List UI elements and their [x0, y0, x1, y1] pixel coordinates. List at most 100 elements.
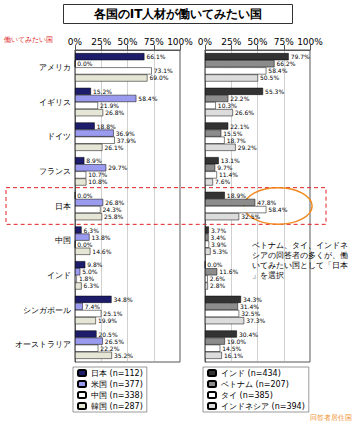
svg-text:9.8%: 9.8%	[87, 261, 103, 268]
svg-text:73.1%: 73.1%	[154, 67, 173, 74]
svg-text:3.7%: 3.7%	[211, 227, 227, 234]
svg-text:100%: 100%	[167, 37, 193, 47]
svg-text:0.0%: 0.0%	[77, 192, 93, 199]
svg-text:11.6%: 11.6%	[219, 268, 238, 275]
svg-text:15.2%: 15.2%	[93, 88, 112, 95]
svg-text:24.3%: 24.3%	[103, 206, 122, 213]
svg-text:2.6%: 2.6%	[210, 275, 226, 282]
svg-text:26.5%: 26.5%	[105, 338, 124, 345]
svg-text:アメリカ: アメリカ	[39, 63, 71, 72]
svg-text:32.5%: 32.5%	[241, 213, 260, 220]
svg-text:米国 (n=377): 米国 (n=377)	[91, 380, 143, 389]
svg-text:13.8%: 13.8%	[91, 234, 110, 241]
svg-text:9.7%: 9.7%	[217, 164, 233, 171]
svg-text:22.2%: 22.2%	[230, 95, 249, 102]
svg-text:20.5%: 20.5%	[99, 331, 118, 338]
svg-text:タイ (n=385): タイ (n=385)	[221, 391, 273, 400]
svg-text:中国 (n=338): 中国 (n=338)	[91, 391, 143, 400]
svg-text:14.5%: 14.5%	[222, 345, 241, 352]
svg-text:14.6%: 14.6%	[92, 248, 111, 255]
svg-text:58.4%: 58.4%	[268, 206, 287, 213]
svg-text:50%: 50%	[247, 37, 267, 47]
svg-text:50%: 50%	[117, 37, 137, 47]
svg-text:37.9%: 37.9%	[117, 137, 136, 144]
svg-text:22.2%: 22.2%	[100, 345, 119, 352]
svg-text:8.9%: 8.9%	[86, 157, 102, 164]
svg-text:29.7%: 29.7%	[108, 164, 127, 171]
svg-text:1.8%: 1.8%	[79, 275, 95, 282]
svg-text:79.7%: 79.7%	[291, 53, 310, 60]
svg-text:回答者居住国: 回答者居住国	[310, 414, 352, 422]
svg-text:50.5%: 50.5%	[260, 74, 279, 81]
svg-text:10.7%: 10.7%	[88, 171, 107, 178]
svg-text:各国のIT人材が働いてみたい国: 各国のIT人材が働いてみたい国	[93, 7, 263, 21]
svg-text:韓国 (n=287): 韓国 (n=287)	[91, 402, 143, 411]
svg-text:26.8%: 26.8%	[105, 109, 124, 116]
svg-text:5.0%: 5.0%	[82, 268, 98, 275]
svg-text:25%: 25%	[221, 37, 241, 47]
svg-text:58.4%: 58.4%	[268, 67, 287, 74]
svg-text:0.0%: 0.0%	[77, 241, 93, 248]
svg-text:26.6%: 26.6%	[235, 109, 254, 116]
svg-text:10.3%: 10.3%	[218, 102, 237, 109]
svg-text:22.1%: 22.1%	[230, 123, 249, 130]
svg-text:ドイツ: ドイツ	[47, 132, 71, 141]
svg-text:21.9%: 21.9%	[100, 102, 119, 109]
svg-text:19.9%: 19.9%	[98, 317, 117, 324]
svg-text:中国: 中国	[55, 236, 71, 245]
svg-text:15.5%: 15.5%	[223, 130, 242, 137]
svg-text:19.0%: 19.0%	[227, 338, 246, 345]
svg-text:5.3%: 5.3%	[213, 248, 229, 255]
svg-text:日本 (n=112): 日本 (n=112)	[91, 369, 143, 378]
svg-text:30.4%: 30.4%	[239, 331, 258, 338]
svg-text:10.8%: 10.8%	[88, 178, 107, 185]
svg-text:25.8%: 25.8%	[104, 213, 123, 220]
svg-text:シンガポール: シンガポール	[23, 306, 71, 315]
svg-text:29.2%: 29.2%	[238, 144, 257, 151]
svg-text:18.9%: 18.9%	[227, 192, 246, 199]
svg-text:13.1%: 13.1%	[221, 157, 240, 164]
svg-text:75%: 75%	[144, 37, 164, 47]
svg-text:7.6%: 7.6%	[215, 178, 231, 185]
svg-text:0%: 0%	[198, 37, 213, 47]
svg-text:シアの回答者の多くが、働: シアの回答者の多くが、働	[252, 251, 348, 260]
svg-text:インドネシア (n=394): インドネシア (n=394)	[221, 402, 305, 411]
svg-text:47.8%: 47.8%	[257, 199, 276, 206]
svg-text:オーストラリア: オーストラリア	[15, 340, 71, 349]
svg-text:66.1%: 66.1%	[146, 53, 165, 60]
svg-text:55.3%: 55.3%	[265, 88, 284, 95]
svg-text:100%: 100%	[297, 37, 323, 47]
svg-text:3.9%: 3.9%	[211, 241, 227, 248]
svg-text:働いてみたい国: 働いてみたい国	[4, 36, 53, 44]
svg-text:26.8%: 26.8%	[105, 199, 124, 206]
svg-text:0%: 0%	[68, 37, 83, 47]
svg-text:6.3%: 6.3%	[84, 282, 100, 289]
svg-text:32.5%: 32.5%	[241, 310, 260, 317]
svg-text:58.4%: 58.4%	[138, 95, 157, 102]
svg-text:ベトナム (n=207): ベトナム (n=207)	[221, 380, 289, 389]
svg-text:69.0%: 69.0%	[149, 74, 168, 81]
svg-text:6.3%: 6.3%	[84, 227, 100, 234]
svg-text:イギリス: イギリス	[39, 98, 71, 107]
svg-text:66.2%: 66.2%	[277, 60, 296, 67]
svg-text:0.0%: 0.0%	[207, 261, 223, 268]
svg-text:34.3%: 34.3%	[243, 296, 262, 303]
svg-text:11.4%: 11.4%	[219, 171, 238, 178]
svg-text:35.2%: 35.2%	[114, 352, 133, 359]
svg-text:3.4%: 3.4%	[211, 234, 227, 241]
svg-text:34.8%: 34.8%	[114, 296, 133, 303]
svg-text:18.7%: 18.7%	[227, 137, 246, 144]
svg-text:37.3%: 37.3%	[246, 317, 265, 324]
svg-text:36.9%: 36.9%	[116, 130, 135, 137]
svg-text:16.1%: 16.1%	[224, 352, 243, 359]
svg-text:0.0%: 0.0%	[77, 60, 93, 67]
svg-text:日本: 日本	[55, 202, 71, 211]
svg-text:25%: 25%	[91, 37, 111, 47]
svg-text:18.8%: 18.8%	[97, 123, 116, 130]
svg-text:」を選択: 」を選択	[252, 271, 284, 280]
svg-text:ベトナム、タイ、インドネ: ベトナム、タイ、インドネ	[252, 241, 348, 250]
svg-text:25.1%: 25.1%	[103, 310, 122, 317]
svg-text:7.4%: 7.4%	[85, 303, 101, 310]
svg-text:インド: インド	[47, 271, 71, 280]
svg-text:26.1%: 26.1%	[104, 144, 123, 151]
